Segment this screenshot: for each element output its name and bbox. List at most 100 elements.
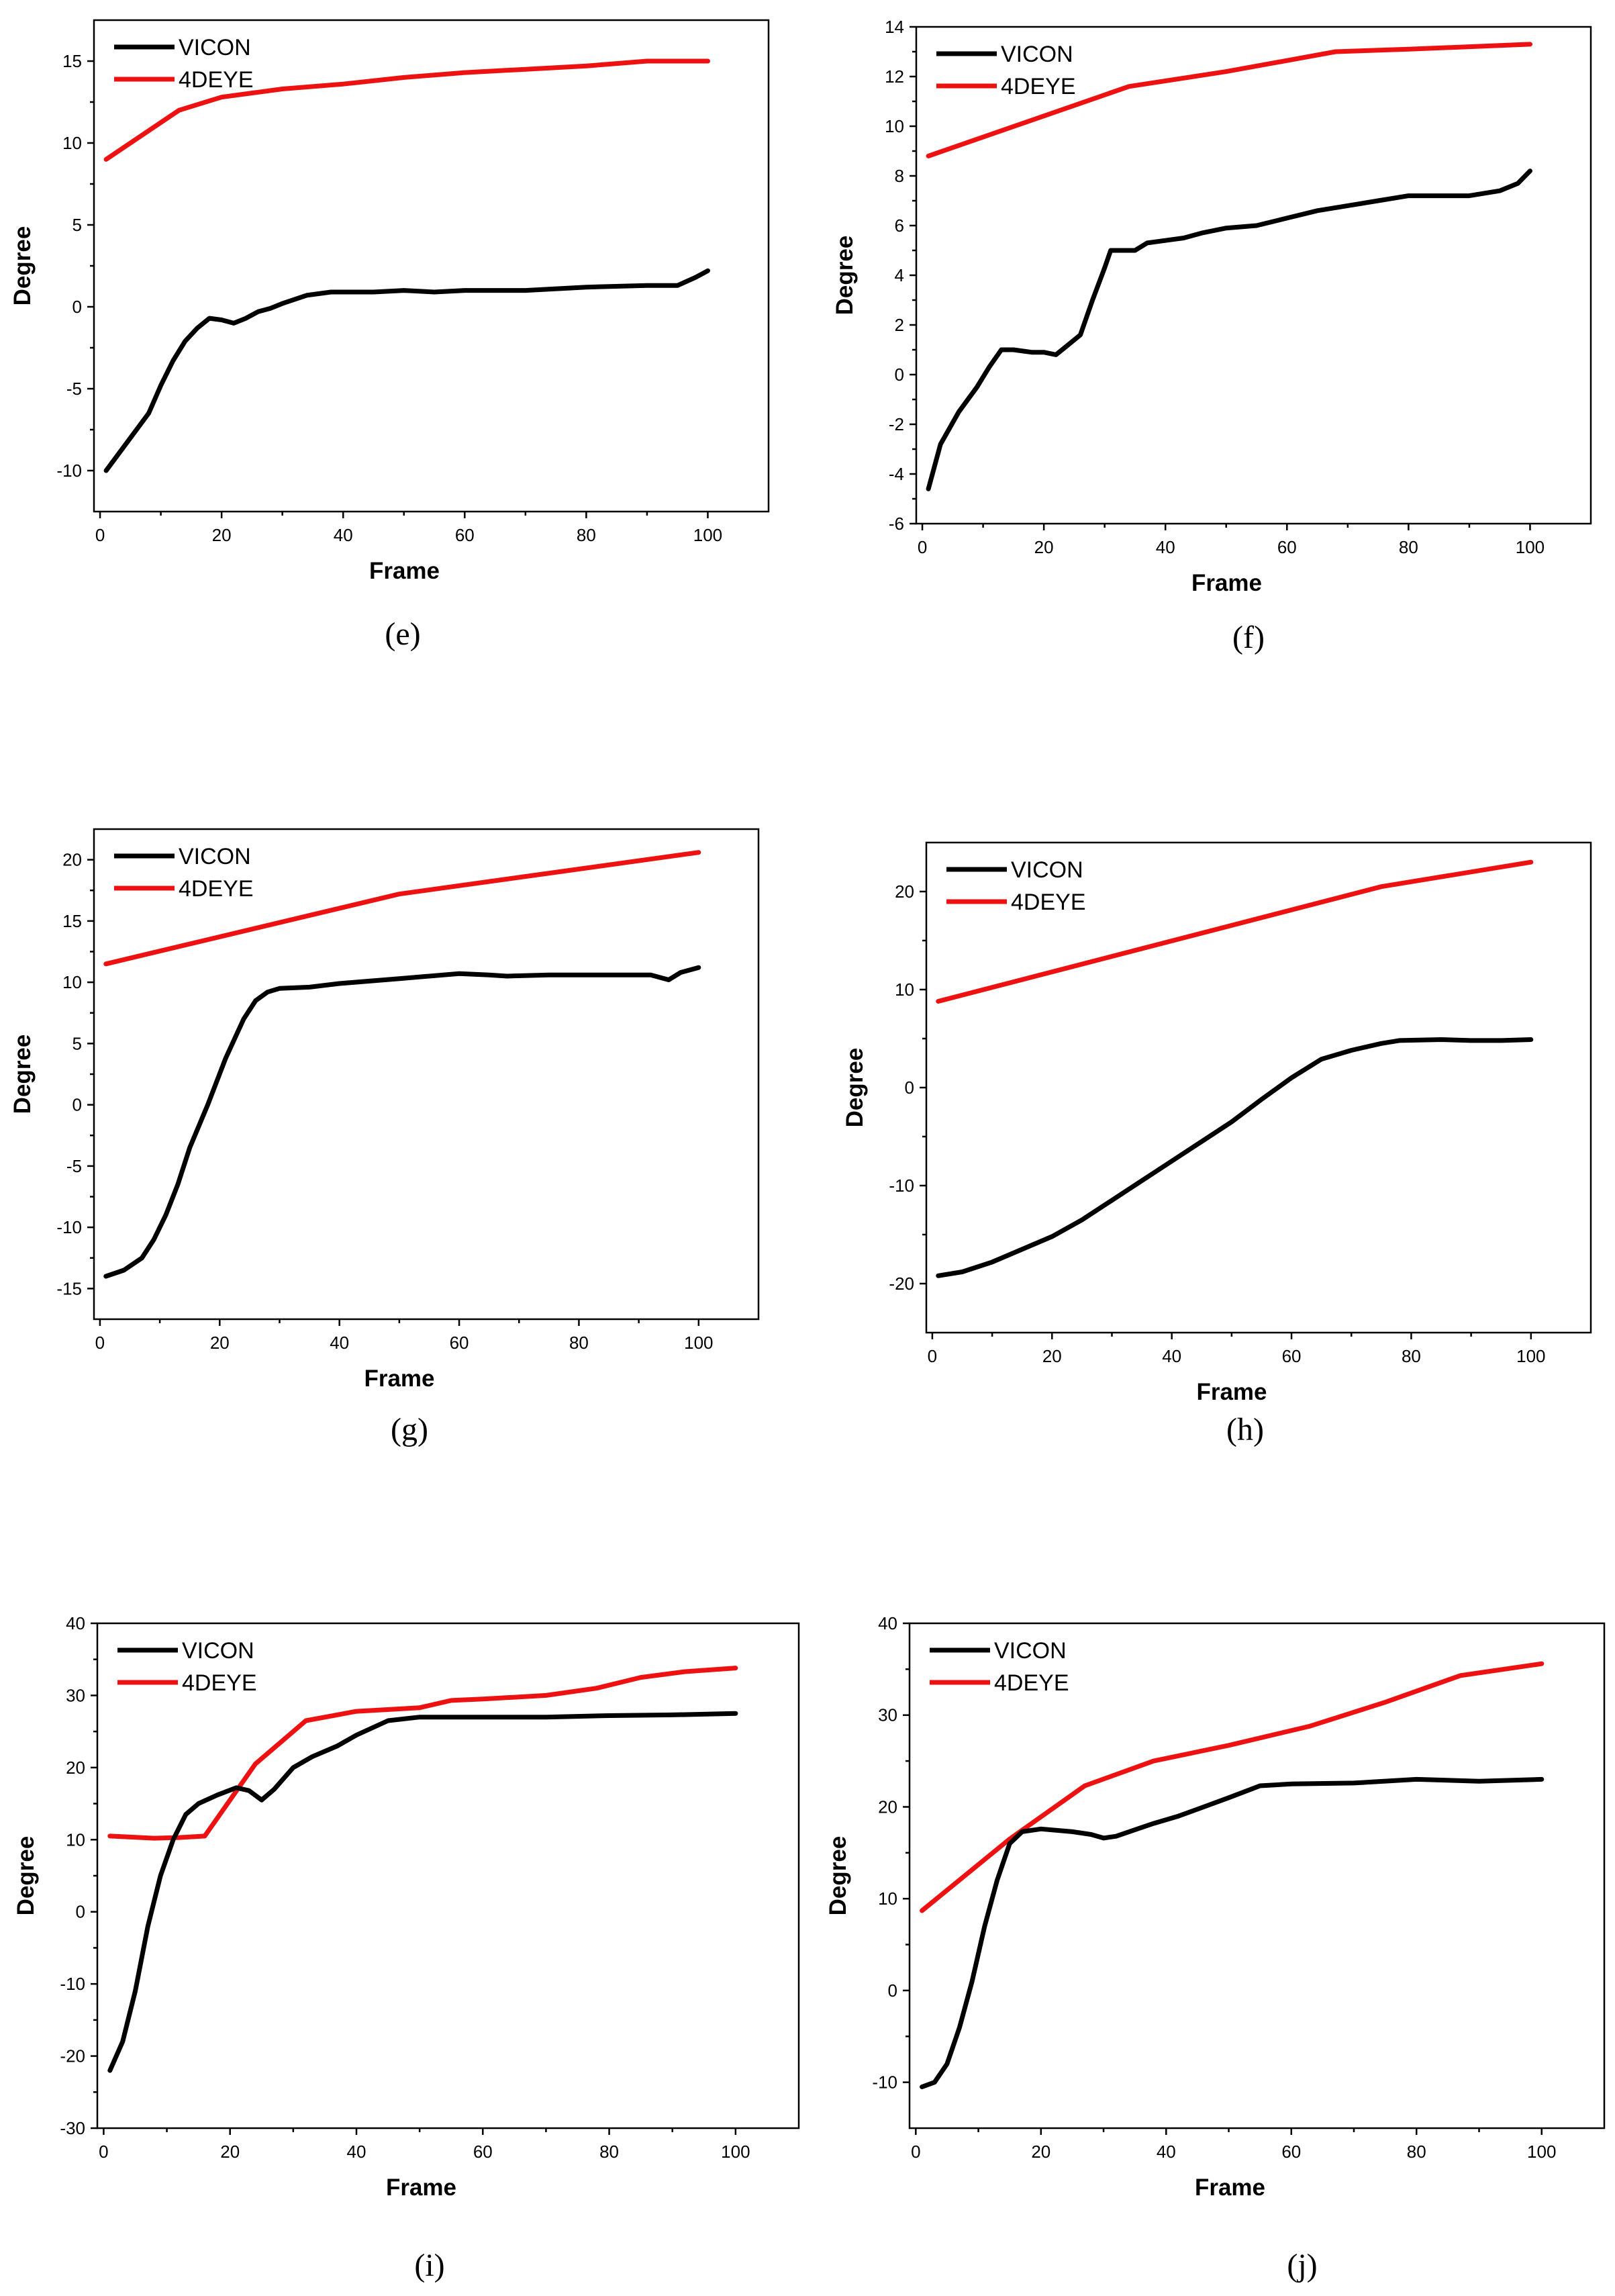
panel-caption: (h) bbox=[1226, 1412, 1264, 1447]
x-tick-label: 20 bbox=[210, 1333, 230, 1353]
chart-panel-f: 0 20 40 60 80 100 -6 -4 -2 0 2 4 6 8 10 12 14 Frame Degree… bbox=[832, 17, 1592, 655]
x-tick-label: 60 bbox=[450, 1333, 469, 1353]
plot-frame bbox=[915, 26, 1592, 525]
x-tick-label: 80 bbox=[1402, 1346, 1421, 1366]
y-tick-label: -4 bbox=[889, 464, 904, 484]
y-tick-label: 10 bbox=[66, 1829, 85, 1850]
y-tick-label: 10 bbox=[62, 133, 82, 153]
x-tick-label: 20 bbox=[1042, 1346, 1062, 1366]
x-tick-label: 60 bbox=[473, 2142, 493, 2162]
legend-label-vicon: VICON bbox=[994, 1638, 1067, 1664]
y-tick-label: 10 bbox=[878, 1888, 897, 1909]
y-tick-label: 40 bbox=[878, 1613, 897, 1633]
y-tick-label: 40 bbox=[66, 1613, 85, 1633]
chart-panel-j: 0 20 40 60 80 100 -10 0 10 20 30 40 Frame Degree VICON… bbox=[825, 1613, 1606, 2283]
series-line-vicon bbox=[936, 1037, 1534, 1278]
series-line-vicon bbox=[926, 169, 1532, 491]
x-axis-title: Frame bbox=[1195, 2174, 1265, 2201]
x-tick-label: 20 bbox=[1031, 2142, 1050, 2162]
y-tick-label: 0 bbox=[76, 1902, 85, 1922]
x-axis-title: Frame bbox=[364, 1366, 434, 1392]
x-tick-label: 100 bbox=[1516, 537, 1545, 557]
x-tick-label: 60 bbox=[1277, 537, 1297, 557]
series-line-vicon bbox=[103, 965, 701, 1279]
x-tick-label: 80 bbox=[1407, 2142, 1426, 2162]
plot-frame bbox=[93, 19, 770, 513]
legend-label-4deye: 4DEYE bbox=[994, 1670, 1069, 1696]
y-axis-title: Degree bbox=[825, 1836, 851, 1916]
chart-panel-h: 0 20 40 60 80 100 -20 -10 0 10 20 Frame Degree VICON 4… bbox=[842, 841, 1592, 1447]
chart-panel-g: 0 20 40 60 80 100 -15 -10 -5 0 5 10 15 20 Frame Degree V… bbox=[9, 828, 760, 1447]
y-tick-label: -30 bbox=[60, 2118, 85, 2138]
y-tick-label: 30 bbox=[878, 1705, 897, 1725]
y-tick-label: 12 bbox=[885, 66, 904, 87]
x-tick-label: 100 bbox=[1516, 1346, 1545, 1366]
x-tick-label: 40 bbox=[1156, 537, 1175, 557]
x-tick-label: 40 bbox=[347, 2142, 366, 2162]
chart-panel-e: 0 20 40 60 80 100 -10 -5 0 5 10 15 Frame Degree VICON 4… bbox=[9, 19, 770, 652]
y-tick-label: 14 bbox=[885, 17, 904, 37]
y-tick-label: -5 bbox=[66, 379, 82, 399]
panel-caption: (i) bbox=[414, 2248, 444, 2283]
series-line-4deye bbox=[920, 1661, 1545, 1913]
series-line-4deye bbox=[103, 58, 710, 162]
legend-label-vicon: VICON bbox=[1001, 42, 1073, 67]
y-tick-label: 5 bbox=[72, 215, 82, 235]
x-tick-label: 100 bbox=[693, 525, 722, 545]
x-tick-label: 80 bbox=[569, 1333, 589, 1353]
series-line-4deye bbox=[936, 859, 1534, 1004]
y-tick-label: -10 bbox=[889, 1176, 914, 1196]
legend-label-vicon: VICON bbox=[182, 1638, 254, 1664]
y-tick-label: -5 bbox=[66, 1156, 82, 1176]
series-line-4deye bbox=[107, 1666, 738, 1841]
x-axis-title: Frame bbox=[369, 558, 440, 584]
y-tick-label: 30 bbox=[66, 1685, 85, 1705]
x-tick-label: 100 bbox=[684, 1333, 713, 1353]
y-tick-label: -20 bbox=[889, 1274, 914, 1294]
y-tick-label: -15 bbox=[56, 1278, 82, 1298]
y-tick-label: 0 bbox=[72, 297, 82, 317]
x-tick-label: 40 bbox=[1157, 2142, 1176, 2162]
y-axis-title: Degree bbox=[9, 226, 36, 306]
legend-label-vicon: VICON bbox=[179, 844, 251, 869]
plot-frame bbox=[908, 1622, 1606, 2130]
series-line-4deye bbox=[103, 850, 701, 967]
x-axis-title: Frame bbox=[1196, 1379, 1267, 1405]
chart-panel-i: 0 20 40 60 80 100 -30 -20 -10 0 10 20 30 40 Frame Degre… bbox=[13, 1613, 800, 2283]
y-tick-label: 0 bbox=[72, 1095, 82, 1115]
y-tick-label: 0 bbox=[895, 365, 904, 385]
y-tick-label: 8 bbox=[895, 166, 904, 186]
x-tick-label: 0 bbox=[928, 1346, 937, 1366]
x-tick-label: 80 bbox=[1399, 537, 1418, 557]
legend-label-4deye: 4DEYE bbox=[179, 67, 254, 93]
y-tick-label: 20 bbox=[66, 1758, 85, 1778]
x-tick-label: 0 bbox=[918, 537, 927, 557]
y-tick-label: -20 bbox=[60, 2046, 85, 2066]
y-tick-label: 10 bbox=[895, 979, 914, 1000]
y-axis-title: Degree bbox=[9, 1035, 36, 1114]
legend-label-vicon: VICON bbox=[179, 35, 251, 60]
x-tick-label: 100 bbox=[1527, 2142, 1556, 2162]
x-tick-label: 60 bbox=[1281, 2142, 1301, 2162]
x-axis-title: Frame bbox=[386, 2174, 456, 2201]
panel-caption: (f) bbox=[1232, 620, 1265, 655]
y-tick-label: -10 bbox=[872, 2072, 897, 2093]
x-tick-label: 40 bbox=[334, 525, 353, 545]
y-tick-label: 2 bbox=[895, 315, 904, 335]
x-tick-label: 60 bbox=[1282, 1346, 1302, 1366]
x-tick-label: 80 bbox=[599, 2142, 619, 2162]
y-tick-label: 4 bbox=[895, 265, 904, 285]
y-tick-label: 20 bbox=[878, 1797, 897, 1817]
x-tick-label: 60 bbox=[455, 525, 475, 545]
x-tick-label: 0 bbox=[911, 2142, 920, 2162]
panel-caption: (e) bbox=[385, 616, 420, 652]
x-tick-label: 20 bbox=[1034, 537, 1054, 557]
y-tick-label: 20 bbox=[895, 881, 914, 902]
series-line-vicon bbox=[103, 268, 710, 473]
x-tick-label: 80 bbox=[577, 525, 596, 545]
x-tick-label: 0 bbox=[99, 2142, 108, 2162]
y-tick-label: -10 bbox=[56, 461, 82, 481]
x-axis-title: Frame bbox=[1191, 570, 1262, 596]
y-tick-label: 0 bbox=[905, 1078, 914, 1098]
y-tick-label: 6 bbox=[895, 216, 904, 236]
